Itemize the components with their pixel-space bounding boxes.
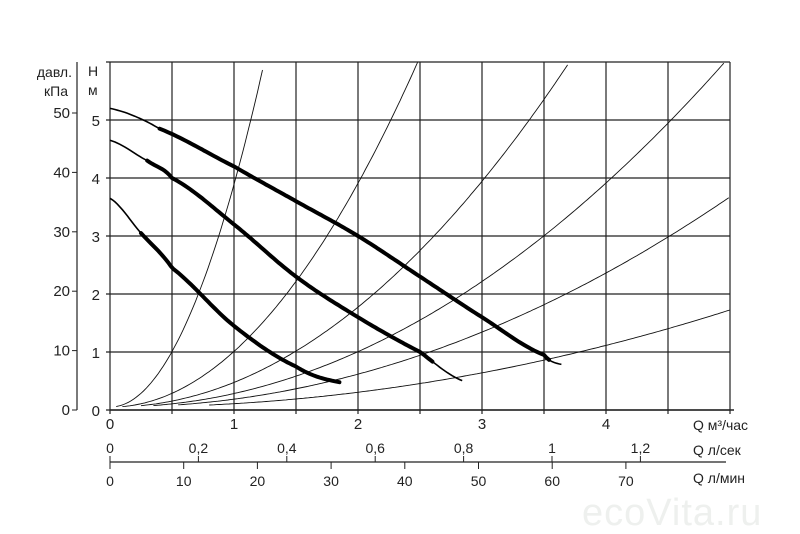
y-tick-label: 3 [92, 229, 100, 246]
kpa-tick-label: 30 [53, 224, 70, 241]
x-axis-label: Q м³/час [693, 417, 748, 433]
system-curve [122, 62, 418, 408]
x-tick-label: 1 [230, 416, 238, 433]
system-curve [209, 309, 731, 406]
system-curve [140, 64, 568, 407]
lmin-tick-label: 30 [323, 473, 339, 489]
ls-tick-label: 0 [106, 440, 114, 456]
ls-tick-label: 0,4 [277, 440, 297, 456]
lmin-tick-label: 50 [471, 473, 487, 489]
y-tick-label: 1 [92, 345, 100, 362]
kpa-axis-label: давл. [37, 64, 72, 80]
lmin-tick-label: 40 [397, 473, 413, 489]
lmin-tick-label: 20 [250, 473, 266, 489]
kpa-tick-label: 20 [53, 283, 70, 300]
y-axis-label-unit: м [88, 82, 98, 98]
grid [106, 61, 731, 414]
y-tick-label: 4 [92, 171, 100, 188]
y-tick-label: 0 [92, 403, 100, 420]
x-tick-label: 3 [478, 416, 486, 433]
kpa-tick-label: 10 [53, 343, 70, 360]
x-tick-label: 4 [602, 416, 610, 433]
lmin-axis-label: Q л/мин [693, 470, 745, 486]
system-curve [178, 197, 730, 406]
lmin-tick-label: 60 [544, 473, 560, 489]
ls-tick-label: 0,8 [454, 440, 474, 456]
ls-tick-label: 0,2 [189, 440, 209, 456]
lmin-tick-label: 10 [176, 473, 192, 489]
ls-axis-label: Q л/сек [693, 442, 742, 458]
lmin-tick-label: 70 [618, 473, 634, 489]
x-tick-label: 2 [354, 416, 362, 433]
ls-tick-label: 0,6 [365, 440, 385, 456]
kpa-tick-label: 50 [53, 105, 70, 122]
ls-tick-label: 1,2 [631, 440, 651, 456]
pump-curve [157, 126, 551, 362]
kpa-tick-label: 40 [53, 164, 70, 181]
y-axis-label-h: H [88, 63, 98, 79]
pump-curve-thin [109, 197, 339, 383]
lmin-tick-label: 0 [106, 473, 114, 489]
ls-tick-label: 1 [548, 440, 556, 456]
watermark: ecoVita.ru [582, 492, 763, 534]
y-tick-label: 2 [92, 287, 100, 304]
y-tick-label: 5 [92, 113, 100, 130]
system-curves [116, 62, 731, 408]
kpa-axis-unit: кПа [44, 83, 68, 99]
pump-curve [145, 158, 435, 364]
pump-curve [139, 231, 342, 385]
pump-curves [109, 107, 562, 385]
x-tick-label: 0 [106, 416, 114, 433]
kpa-tick-label: 0 [62, 402, 70, 419]
system-curve [153, 62, 725, 407]
